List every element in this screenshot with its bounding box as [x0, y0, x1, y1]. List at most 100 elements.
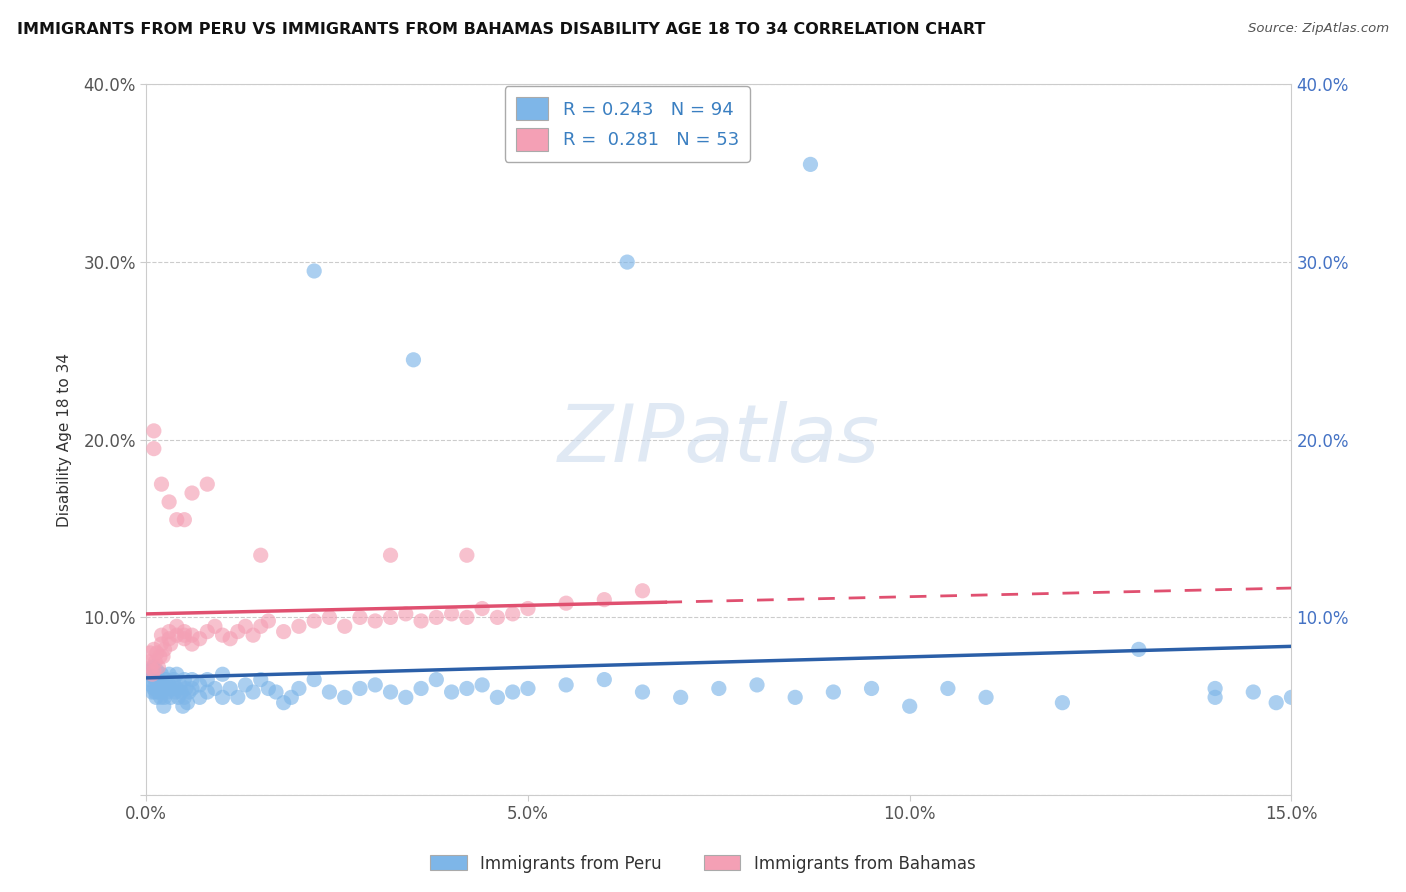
Immigrants from Peru	[157, 678, 180, 692]
Immigrants from Bahamas	[146, 646, 169, 660]
Immigrants from Bahamas	[157, 632, 180, 646]
Legend: R = 0.243   N = 94, R =  0.281   N = 53: R = 0.243 N = 94, R = 0.281 N = 53	[505, 87, 749, 161]
Immigrants from Bahamas	[555, 596, 578, 610]
Immigrants from Bahamas	[302, 614, 325, 628]
Immigrants from Peru	[936, 681, 959, 696]
Immigrants from Bahamas	[150, 477, 173, 491]
Immigrants from Peru	[1265, 696, 1288, 710]
Text: ZIPatlas: ZIPatlas	[558, 401, 880, 479]
Immigrants from Bahamas	[152, 649, 174, 664]
Y-axis label: Disability Age 18 to 34: Disability Age 18 to 34	[58, 352, 72, 527]
Immigrants from Bahamas	[318, 610, 340, 624]
Immigrants from Peru	[486, 690, 509, 705]
Immigrants from Peru	[148, 673, 170, 687]
Immigrants from Bahamas	[456, 548, 478, 562]
Immigrants from Peru	[288, 681, 311, 696]
Immigrants from Peru	[169, 678, 191, 692]
Text: IMMIGRANTS FROM PERU VS IMMIGRANTS FROM BAHAMAS DISABILITY AGE 18 TO 34 CORRELAT: IMMIGRANTS FROM PERU VS IMMIGRANTS FROM …	[17, 22, 986, 37]
Immigrants from Peru	[898, 699, 921, 714]
Immigrants from Bahamas	[157, 495, 180, 509]
Immigrants from Peru	[146, 664, 169, 678]
Immigrants from Bahamas	[142, 664, 165, 678]
Immigrants from Peru	[157, 667, 180, 681]
Immigrants from Peru	[159, 690, 181, 705]
Immigrants from Bahamas	[149, 649, 172, 664]
Immigrants from Bahamas	[173, 632, 195, 646]
Immigrants from Peru	[257, 681, 280, 696]
Immigrants from Bahamas	[188, 632, 211, 646]
Immigrants from Peru	[1241, 685, 1264, 699]
Immigrants from Peru	[149, 681, 172, 696]
Immigrants from Peru	[148, 685, 170, 699]
Immigrants from Bahamas	[471, 601, 494, 615]
Immigrants from Bahamas	[166, 619, 188, 633]
Immigrants from Bahamas	[181, 637, 204, 651]
Immigrants from Bahamas	[333, 619, 356, 633]
Immigrants from Bahamas	[235, 619, 257, 633]
Immigrants from Peru	[631, 685, 654, 699]
Immigrants from Bahamas	[502, 607, 524, 621]
Immigrants from Peru	[409, 681, 432, 696]
Text: Source: ZipAtlas.com: Source: ZipAtlas.com	[1249, 22, 1389, 36]
Immigrants from Peru	[333, 690, 356, 705]
Immigrants from Peru	[166, 667, 188, 681]
Immigrants from Peru	[799, 157, 821, 171]
Immigrants from Peru	[166, 681, 188, 696]
Immigrants from Bahamas	[157, 624, 180, 639]
Immigrants from Peru	[174, 681, 197, 696]
Immigrants from Peru	[302, 264, 325, 278]
Immigrants from Peru	[380, 685, 402, 699]
Immigrants from Bahamas	[631, 583, 654, 598]
Immigrants from Bahamas	[288, 619, 311, 633]
Immigrants from Peru	[145, 690, 167, 705]
Immigrants from Bahamas	[226, 624, 249, 639]
Immigrants from Peru	[177, 685, 200, 699]
Immigrants from Bahamas	[249, 619, 271, 633]
Immigrants from Peru	[173, 690, 195, 705]
Immigrants from Peru	[440, 685, 463, 699]
Immigrants from Peru	[165, 685, 187, 699]
Immigrants from Peru	[364, 678, 387, 692]
Immigrants from Peru	[204, 681, 226, 696]
Immigrants from Peru	[1128, 642, 1150, 657]
Immigrants from Bahamas	[181, 628, 204, 642]
Immigrants from Peru	[141, 685, 163, 699]
Immigrants from Bahamas	[249, 548, 271, 562]
Immigrants from Bahamas	[148, 660, 170, 674]
Immigrants from Peru	[785, 690, 807, 705]
Immigrants from Bahamas	[139, 646, 162, 660]
Immigrants from Bahamas	[142, 442, 165, 456]
Immigrants from Peru	[167, 690, 190, 705]
Immigrants from Peru	[172, 699, 194, 714]
Immigrants from Peru	[181, 681, 204, 696]
Immigrants from Bahamas	[181, 486, 204, 500]
Immigrants from Peru	[188, 690, 211, 705]
Immigrants from Peru	[152, 678, 174, 692]
Immigrants from Bahamas	[139, 660, 162, 674]
Immigrants from Peru	[155, 673, 177, 687]
Legend: Immigrants from Peru, Immigrants from Bahamas: Immigrants from Peru, Immigrants from Ba…	[423, 848, 983, 880]
Immigrants from Peru	[141, 678, 163, 692]
Immigrants from Bahamas	[142, 424, 165, 438]
Immigrants from Peru	[249, 673, 271, 687]
Immigrants from Bahamas	[159, 637, 181, 651]
Immigrants from Peru	[264, 685, 287, 699]
Immigrants from Peru	[235, 678, 257, 692]
Immigrants from Peru	[318, 685, 340, 699]
Immigrants from Peru	[139, 667, 162, 681]
Immigrants from Peru	[149, 690, 172, 705]
Immigrants from Bahamas	[211, 628, 233, 642]
Immigrants from Peru	[160, 681, 183, 696]
Immigrants from Peru	[402, 352, 425, 367]
Immigrants from Bahamas	[486, 610, 509, 624]
Immigrants from Bahamas	[593, 592, 616, 607]
Immigrants from Peru	[195, 673, 218, 687]
Immigrants from Peru	[156, 685, 179, 699]
Immigrants from Peru	[211, 690, 233, 705]
Immigrants from Bahamas	[364, 614, 387, 628]
Immigrants from Bahamas	[195, 477, 218, 491]
Immigrants from Peru	[502, 685, 524, 699]
Immigrants from Bahamas	[440, 607, 463, 621]
Immigrants from Bahamas	[195, 624, 218, 639]
Immigrants from Bahamas	[257, 614, 280, 628]
